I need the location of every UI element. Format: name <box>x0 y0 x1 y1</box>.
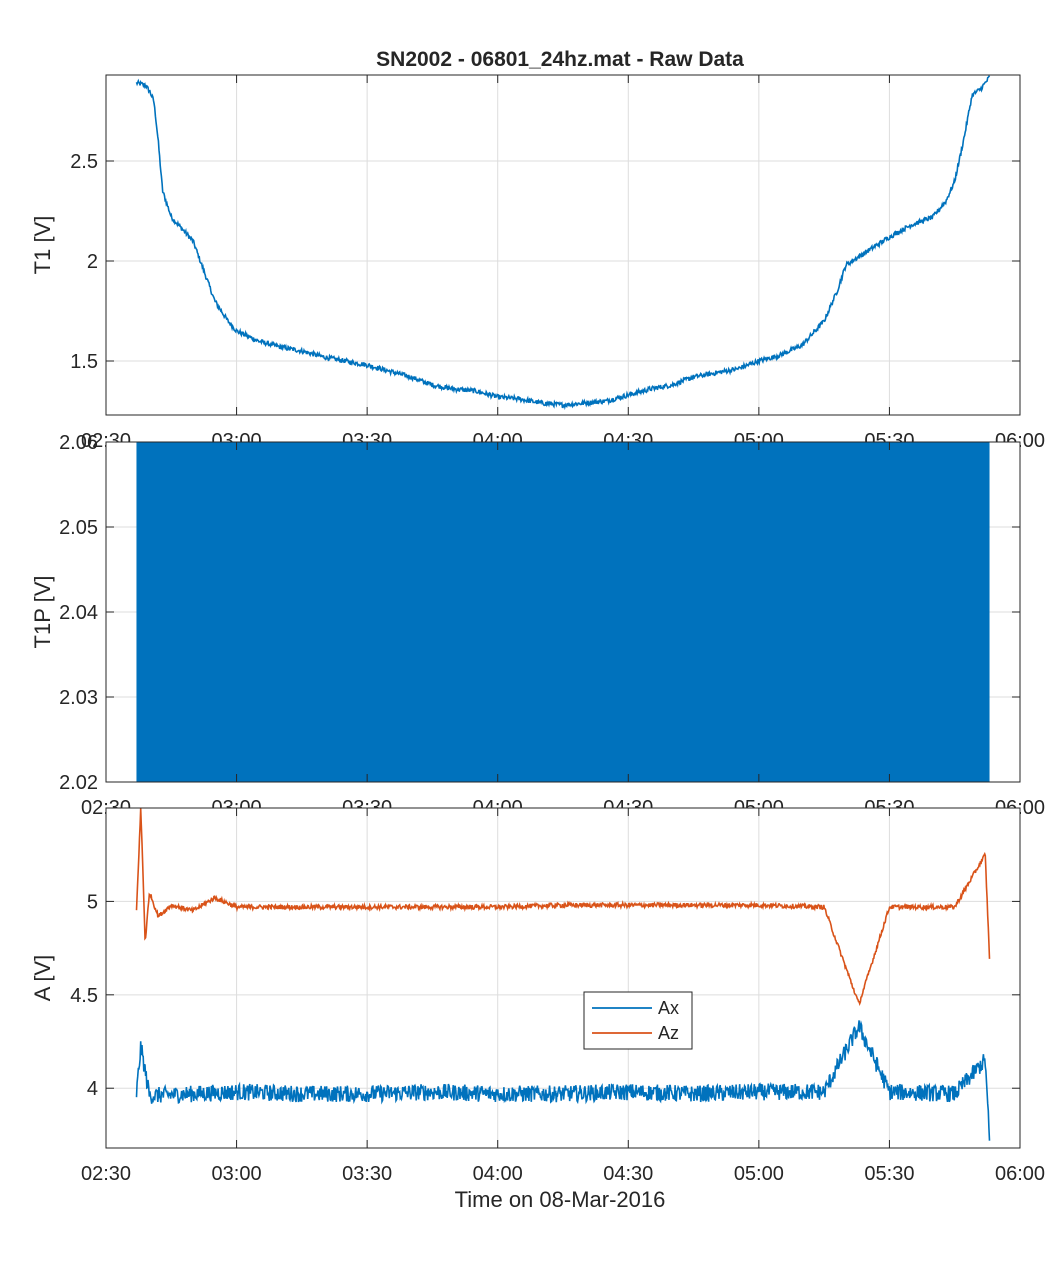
y-tick-label: 2.04 <box>59 602 98 624</box>
x-tick-label: 03:30 <box>342 1163 392 1185</box>
legend-box <box>583 991 693 1050</box>
legend: Ax Az <box>583 991 693 1050</box>
axes-box <box>105 807 1021 1149</box>
series-band <box>136 442 990 782</box>
panel-acceleration: 02:30 03:00 03:30 04:00 04:30 05:00 05:30 06:00… <box>30 807 1045 1185</box>
y-tick-label: 2.5 <box>70 151 98 173</box>
series-line-az <box>135 808 991 1006</box>
series-group <box>135 808 991 1141</box>
x-tick-label: 02:30 <box>81 1163 131 1185</box>
x-tick-label: 04:30 <box>603 1163 653 1185</box>
y-axis-label: T1P [V] <box>30 576 55 649</box>
x-tick-label: 04:00 <box>473 1163 523 1185</box>
x-tick-label: 03:00 <box>212 1163 262 1185</box>
panel-t1: 02:30 03:00 03:30 04:00 04:30 05:00 05:30 06:00… <box>30 74 1045 452</box>
series-line-t1 <box>135 75 991 411</box>
axes-box <box>105 74 1021 416</box>
y-axis-label: A [V] <box>30 955 55 1001</box>
series-line-ax <box>135 1020 991 1141</box>
y-tick-label: 2.02 <box>59 772 98 794</box>
y-tick-label: 4 <box>87 1078 98 1100</box>
x-axis-label: Time on 08-Mar-2016 <box>455 1187 666 1212</box>
y-tick-label: 2.05 <box>59 517 98 539</box>
y-tick-label: 2 <box>87 251 98 273</box>
series-group <box>136 442 990 782</box>
plot-area <box>106 75 1020 415</box>
x-tick-label: 05:00 <box>734 1163 784 1185</box>
series-group <box>135 75 991 411</box>
legend-label-az: Az <box>658 1023 679 1043</box>
y-tick-label: 2.03 <box>59 687 98 709</box>
chart-title: SN2002 - 06801_24hz.mat - Raw Data <box>376 48 744 71</box>
y-tick-label: 1.5 <box>70 351 98 373</box>
y-axis-label: T1 [V] <box>30 216 55 275</box>
x-tick-label: 06:00 <box>995 1163 1045 1185</box>
y-tick-label: 4.5 <box>70 985 98 1007</box>
x-tick-label: 05:30 <box>864 1163 914 1185</box>
y-tick-label: 2.06 <box>59 432 98 454</box>
legend-label-ax: Ax <box>658 998 679 1018</box>
panel-t1p: 02:3003:0003:3004:0004:3005:0005:3006:00… <box>30 432 1045 819</box>
y-tick-label: 5 <box>87 891 98 913</box>
